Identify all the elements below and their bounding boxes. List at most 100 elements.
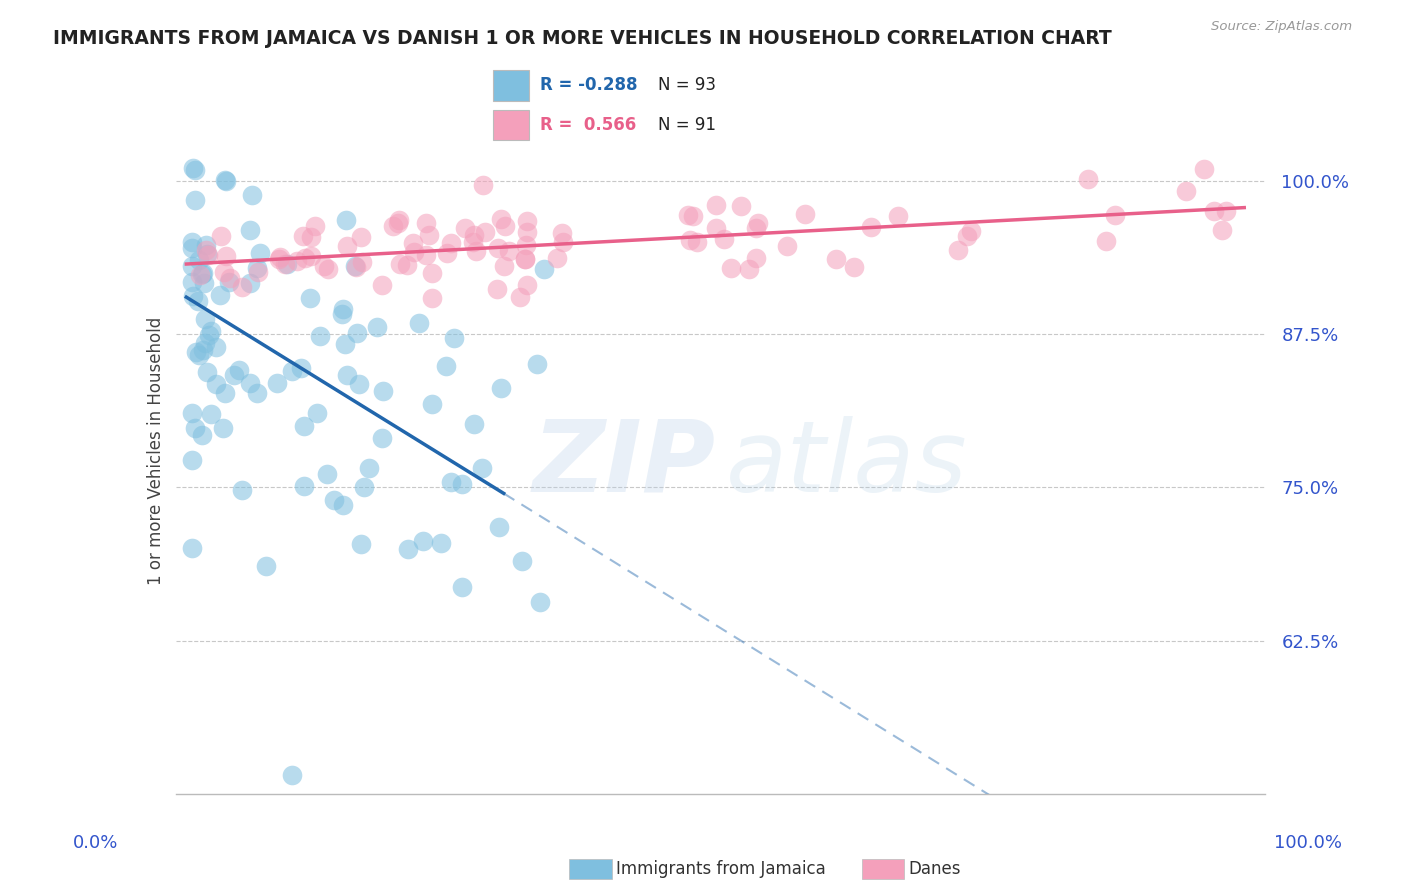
Point (498, 244, 520, 258)
Point (294, 251, 316, 265)
Point (239, 277, 262, 291)
Point (249, 246, 271, 260)
Point (794, 207, 817, 221)
Point (396, 258, 419, 272)
Point (212, 421, 235, 435)
Point (420, 397, 443, 411)
Point (209, 229, 232, 244)
Point (180, 275, 202, 289)
Point (704, 221, 727, 235)
Point (193, 266, 215, 280)
Point (316, 262, 339, 277)
Point (1104, 208, 1126, 222)
Point (387, 213, 409, 227)
Point (430, 536, 453, 550)
Point (451, 477, 474, 491)
Point (194, 238, 217, 252)
Point (269, 250, 291, 264)
Point (387, 216, 409, 230)
Point (240, 188, 263, 202)
Point (299, 230, 322, 244)
Point (219, 270, 242, 285)
Point (415, 248, 437, 262)
Point (371, 277, 394, 292)
Text: 0.0%: 0.0% (73, 834, 118, 852)
Point (408, 316, 430, 330)
Text: N = 91: N = 91 (658, 116, 716, 134)
Point (1095, 235, 1118, 249)
Point (246, 265, 269, 279)
Point (1215, 203, 1237, 218)
Point (353, 481, 375, 495)
Point (214, 173, 236, 187)
Point (191, 343, 214, 358)
Point (180, 241, 202, 255)
Text: atlas: atlas (725, 416, 967, 513)
Point (1204, 203, 1226, 218)
Point (463, 227, 485, 242)
Point (281, 768, 304, 782)
Point (730, 199, 752, 213)
Point (513, 252, 536, 266)
Point (443, 331, 465, 345)
Point (228, 363, 250, 377)
Point (239, 223, 262, 237)
Point (491, 381, 513, 395)
Point (471, 178, 494, 192)
Point (184, 194, 207, 208)
Point (422, 266, 444, 280)
Point (526, 357, 548, 371)
Point (333, 337, 356, 351)
Point (960, 224, 983, 238)
Point (267, 252, 290, 266)
Point (776, 239, 799, 253)
Point (451, 580, 474, 594)
Point (946, 244, 969, 258)
Point (276, 257, 298, 271)
Point (1174, 184, 1197, 198)
Point (1192, 162, 1215, 177)
Point (347, 376, 370, 391)
Point (824, 252, 846, 266)
Point (195, 365, 218, 379)
Text: Immigrants from Jamaica: Immigrants from Jamaica (616, 860, 825, 878)
Point (194, 312, 217, 326)
Point (212, 265, 235, 279)
Point (454, 221, 477, 235)
Point (285, 253, 308, 268)
Point (191, 427, 214, 442)
Point (463, 417, 485, 431)
Point (389, 257, 412, 271)
Point (290, 360, 312, 375)
Point (686, 235, 709, 249)
Point (402, 236, 425, 251)
Point (246, 260, 269, 275)
Point (330, 307, 353, 321)
Point (194, 336, 217, 351)
Text: R =  0.566: R = 0.566 (540, 116, 636, 134)
Point (195, 243, 218, 257)
Point (344, 260, 367, 274)
Point (305, 406, 328, 420)
Point (720, 260, 742, 275)
Point (371, 384, 394, 399)
Point (209, 287, 232, 301)
Point (188, 348, 211, 362)
Point (349, 229, 371, 244)
Point (744, 251, 766, 265)
Point (180, 235, 202, 250)
Point (488, 520, 510, 534)
Point (231, 280, 253, 294)
Point (186, 345, 208, 359)
Point (412, 534, 434, 549)
Point (336, 368, 359, 382)
Point (1077, 172, 1099, 186)
Point (200, 324, 222, 338)
Point (842, 260, 865, 275)
FancyBboxPatch shape (494, 70, 529, 101)
Point (188, 268, 211, 282)
Point (187, 253, 209, 268)
Point (346, 326, 368, 340)
Point (180, 541, 202, 556)
Point (204, 340, 226, 354)
